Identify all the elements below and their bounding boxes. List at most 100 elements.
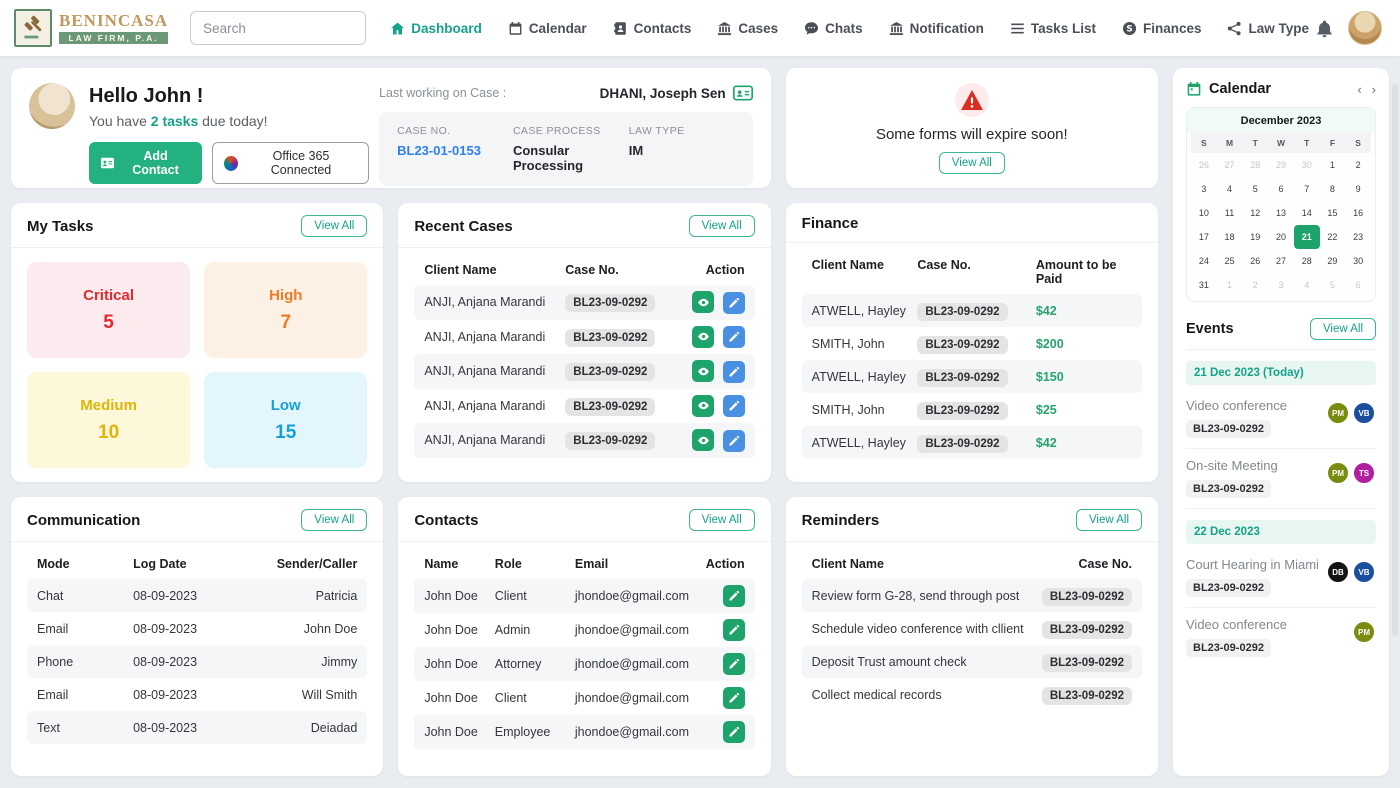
view-case-button[interactable] <box>692 360 715 382</box>
edit-case-button[interactable] <box>722 360 745 383</box>
recent-case-row: ANJI, Anjana Marandi BL23-09-0292 <box>414 354 755 389</box>
alert-view-all-button[interactable]: View All <box>938 151 1005 174</box>
calendar-day[interactable]: 24 <box>1198 256 1209 266</box>
calendar-day[interactable]: 29 <box>1327 256 1338 266</box>
calendar-day[interactable]: 10 <box>1198 208 1209 218</box>
calendar-day[interactable]: 26 <box>1250 256 1261 266</box>
calendar-day[interactable]: 29 <box>1275 160 1286 170</box>
page-scrollbar[interactable] <box>1392 84 1398 636</box>
calendar-day[interactable]: 15 <box>1327 208 1338 218</box>
calendar-day[interactable]: 3 <box>1201 184 1207 194</box>
amount-to-be-paid: $25 <box>1035 402 1057 417</box>
edit-contact-button[interactable] <box>722 687 745 709</box>
calendar-day[interactable]: 1 <box>1329 160 1335 170</box>
edit-case-button[interactable] <box>722 326 745 348</box>
nav-item-chats[interactable]: Chats <box>804 21 863 36</box>
calendar-day[interactable]: 8 <box>1329 184 1335 194</box>
edit-case-button[interactable] <box>722 429 745 452</box>
nav-item-finances[interactable]: S Finances <box>1122 21 1201 36</box>
edit-contact-button[interactable] <box>722 585 745 607</box>
calendar-day[interactable]: 6 <box>1355 280 1361 290</box>
calendar-day[interactable]: 16 <box>1353 208 1364 218</box>
event-case-badge: BL23-09-0292 <box>1186 639 1271 657</box>
task-tile-medium[interactable]: Medium 10 <box>27 372 191 468</box>
case-number-link[interactable]: BL23-01-0153 <box>397 143 481 158</box>
calendar-day[interactable]: 3 <box>1278 280 1284 290</box>
contacts-view-all-button[interactable]: View All <box>688 509 755 531</box>
edit-case-button[interactable] <box>722 291 745 314</box>
calendar-day-header: W <box>1268 133 1294 153</box>
calendar-day[interactable]: 12 <box>1250 208 1261 218</box>
edit-case-button[interactable] <box>722 395 745 417</box>
reminder-row: Schedule video conference with cllient B… <box>802 612 1142 645</box>
calendar-day[interactable]: 28 <box>1250 160 1261 170</box>
office-365-connected-button[interactable]: Office 365 Connected <box>211 142 370 184</box>
calendar-day[interactable]: 27 <box>1224 160 1235 170</box>
calendar-day[interactable]: 6 <box>1278 184 1284 194</box>
nav-item-calendar[interactable]: Calendar <box>508 21 587 36</box>
calendar-day[interactable]: 14 <box>1301 208 1312 218</box>
add-contact-button[interactable]: Add Contact <box>89 142 202 184</box>
calendar-day[interactable]: 2 <box>1355 160 1361 170</box>
case-number-badge: BL23-09-0292 <box>917 302 1008 321</box>
nav-item-cases[interactable]: Cases <box>717 21 778 36</box>
calendar-day[interactable]: 4 <box>1227 184 1233 194</box>
nav-item-notification[interactable]: Notification <box>889 21 984 36</box>
calendar-day[interactable]: 30 <box>1353 256 1364 266</box>
calendar-day[interactable]: 1 <box>1227 280 1233 290</box>
calendar-day[interactable]: 31 <box>1198 280 1209 290</box>
calendar-next-button[interactable]: › <box>1371 81 1376 97</box>
calendar-day-selected[interactable]: 21 <box>1293 225 1320 249</box>
calendar-day[interactable]: 19 <box>1250 232 1261 242</box>
recent-cases-card: Recent Cases View All Client Name Case N… <box>398 203 771 482</box>
calendar-day[interactable]: 30 <box>1301 160 1312 170</box>
edit-icon <box>729 297 739 307</box>
nav-item-dashboard[interactable]: Dashboard <box>390 21 482 36</box>
event-item[interactable]: Video conference BL23-09-0292 PM VB <box>1186 389 1376 449</box>
edit-contact-button[interactable] <box>722 619 745 641</box>
task-tile-low[interactable]: Low 15 <box>204 372 368 468</box>
edit-contact-button[interactable] <box>722 653 745 675</box>
user-avatar[interactable] <box>1348 11 1382 45</box>
event-item[interactable]: On-site Meeting BL23-09-0292 PM TS <box>1186 449 1376 509</box>
calendar-day[interactable]: 23 <box>1353 232 1364 242</box>
view-case-button[interactable] <box>692 429 715 451</box>
event-item[interactable]: Video conference BL23-09-0292 PM <box>1186 608 1376 667</box>
calendar-day[interactable]: 7 <box>1304 184 1310 194</box>
calendar-day[interactable]: 25 <box>1224 256 1235 266</box>
nav-item-law-type[interactable]: Law Type <box>1227 21 1309 36</box>
view-case-button[interactable] <box>692 291 715 313</box>
event-item[interactable]: Court Hearing in Miami BL23-09-0292 DB VB <box>1186 548 1376 608</box>
calendar-day[interactable]: 2 <box>1252 280 1258 290</box>
calendar-day[interactable]: 13 <box>1275 208 1286 218</box>
view-case-button[interactable] <box>692 394 715 417</box>
calendar-day[interactable]: 28 <box>1301 256 1312 266</box>
nav-item-tasks-list[interactable]: Tasks List <box>1010 21 1096 36</box>
calendar-day[interactable]: 18 <box>1224 232 1235 242</box>
calendar-day[interactable]: 17 <box>1198 232 1209 242</box>
calendar-day[interactable]: 27 <box>1275 256 1286 266</box>
view-case-button[interactable] <box>692 325 715 348</box>
calendar-day[interactable]: 4 <box>1304 280 1310 290</box>
calendar-prev-button[interactable]: ‹ <box>1357 81 1362 97</box>
calendar-day[interactable]: 9 <box>1355 184 1361 194</box>
reminders-view-all-button[interactable]: View All <box>1075 509 1142 531</box>
notification-bell-icon[interactable] <box>1315 19 1334 38</box>
calendar-day[interactable]: 5 <box>1252 184 1258 194</box>
finance-title: Finance <box>801 215 859 232</box>
nav-item-contacts[interactable]: Contacts <box>613 21 691 36</box>
calendar-day[interactable]: 5 <box>1329 280 1335 290</box>
calendar-day[interactable]: 20 <box>1275 232 1286 242</box>
communication-view-all-button[interactable]: View All <box>301 509 368 531</box>
task-tile-critical[interactable]: Critical 5 <box>27 262 191 358</box>
search-input[interactable] <box>190 11 367 45</box>
my-tasks-view-all-button[interactable]: View All <box>301 215 368 237</box>
events-view-all-button[interactable]: View All <box>1309 318 1376 340</box>
edit-contact-button[interactable] <box>722 721 745 743</box>
recent-cases-view-all-button[interactable]: View All <box>688 215 755 237</box>
calendar-day[interactable]: 22 <box>1327 232 1338 242</box>
calendar-day[interactable]: 26 <box>1198 160 1209 170</box>
last-case-person[interactable]: DHANI, Joseph Sen <box>600 85 753 101</box>
task-tile-high[interactable]: High 7 <box>204 262 368 358</box>
calendar-day[interactable]: 11 <box>1224 208 1235 218</box>
